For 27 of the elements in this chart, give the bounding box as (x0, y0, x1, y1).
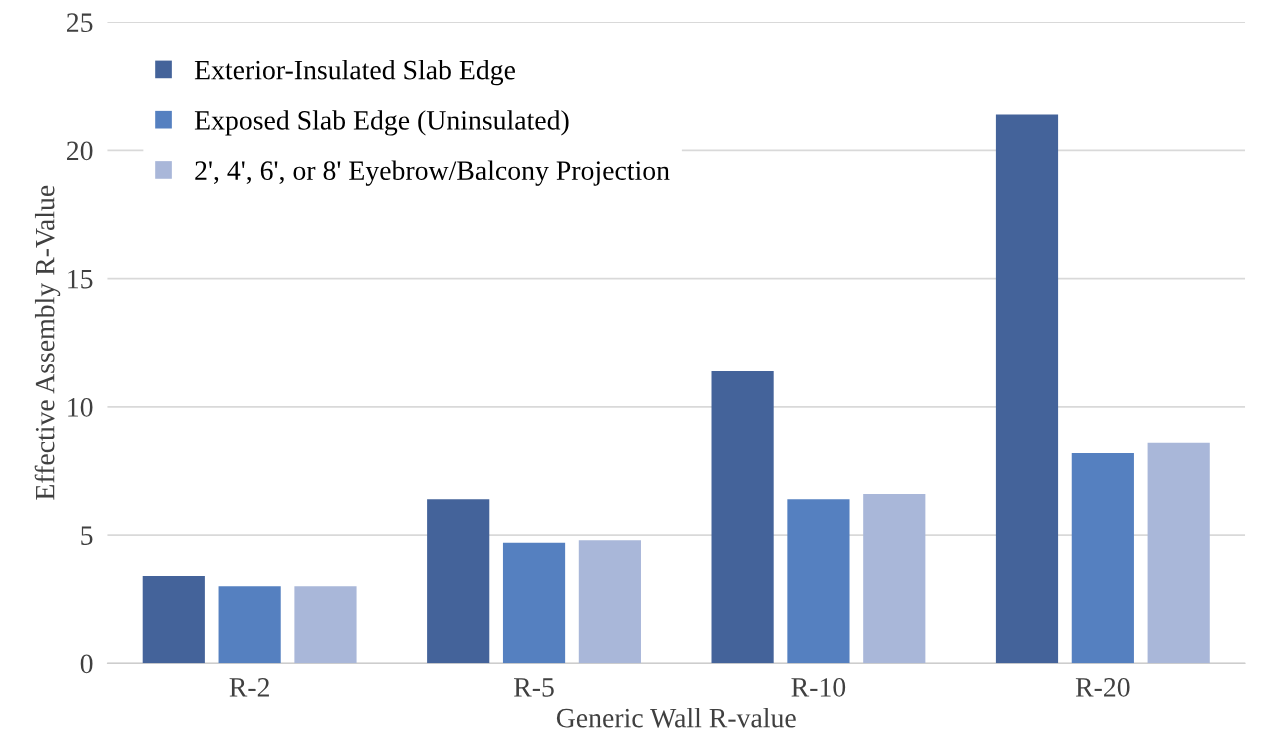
bar (427, 499, 490, 664)
bar (294, 586, 357, 664)
legend-label: Exposed Slab Edge (Uninsulated) (194, 110, 569, 136)
y-tick-label: 10 (68, 397, 93, 417)
bar (1071, 452, 1134, 664)
bar (711, 370, 774, 664)
y-tick-label: 5 (81, 526, 93, 545)
x-tick-label: R-10 (791, 677, 846, 697)
bar (142, 576, 205, 664)
bar (578, 540, 641, 664)
y-axis-title: Effective Assembly R-Value (34, 185, 61, 500)
bar (787, 499, 850, 664)
y-tick-label: 0 (80, 654, 93, 674)
legend-label: Exterior-Insulated Slab Edge (194, 59, 515, 86)
bar (995, 114, 1059, 664)
bar (1147, 442, 1210, 664)
bar (863, 494, 926, 664)
bar (502, 542, 566, 664)
x-tick-label: R-20 (1075, 677, 1130, 697)
x-tick-label: R-2 (229, 678, 269, 697)
x-tick-label: R-5 (514, 678, 554, 697)
y-tick-label: 25 (66, 13, 93, 33)
bar (218, 586, 281, 664)
x-axis-title: Generic Wall R-value (556, 707, 796, 728)
y-tick-label: 20 (66, 141, 93, 161)
legend-label: 2', 4', 6', or 8' Eyebrow/Balcony Projection (195, 160, 670, 186)
y-tick-label: 15 (68, 269, 93, 289)
